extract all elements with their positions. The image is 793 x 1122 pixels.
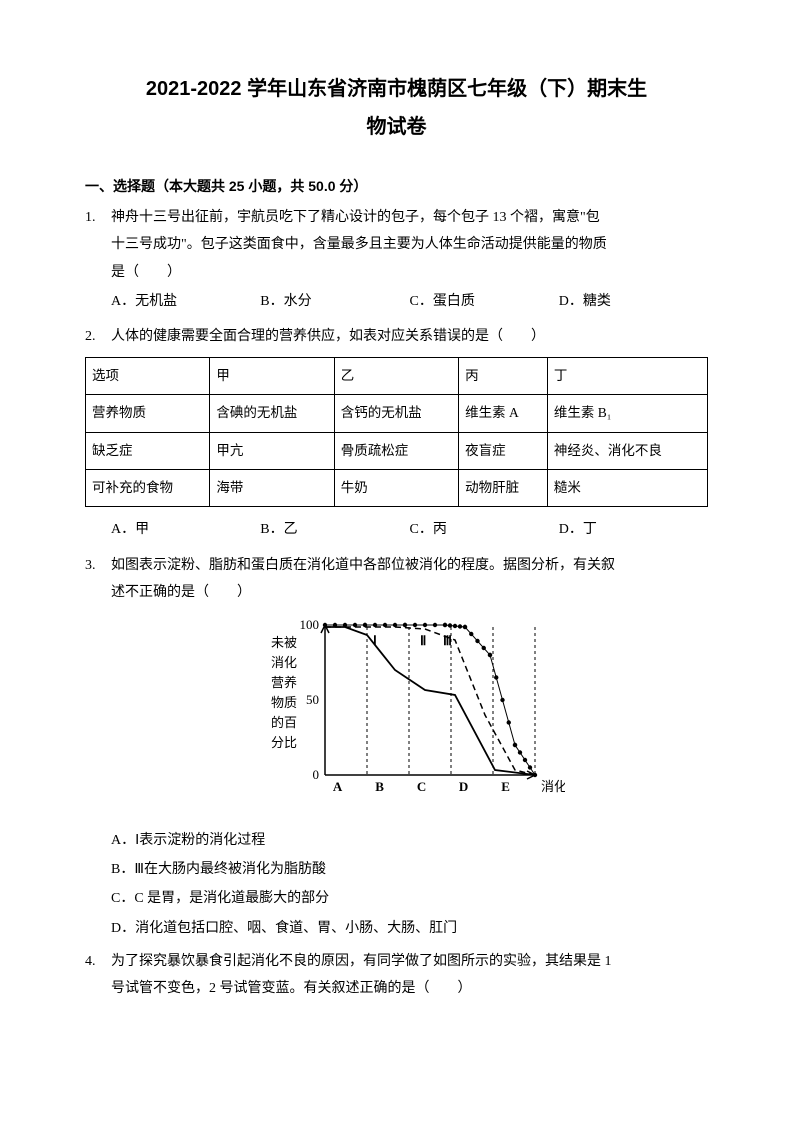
question-3: 3. 如图表示淀粉、脂肪和蛋白质在消化道中各部位被消化的程度。据图分析，有关叙 … [85,553,708,945]
cell: 乙 [334,358,458,395]
cell: 甲亢 [210,432,334,469]
section-heading: 一、选择题（本大题共 25 小题，共 50.0 分） [85,174,708,199]
svg-text:分比: 分比 [271,735,297,750]
q2-optA: A．甲 [111,517,260,542]
title-line1: 2021-2022 学年山东省济南市槐荫区七年级（下）期末生 [146,78,647,100]
table-row: 营养物质 含碘的无机盐 含钙的无机盐 维生素 A 维生素 B₁ [86,395,708,432]
cell: 维生素 A [459,395,548,432]
question-2: 2. 人体的健康需要全面合理的营养供应，如表对应关系错误的是（ ） [85,324,708,351]
question-4: 4. 为了探究暴饮暴食引起消化不良的原因，有同学做了如图所示的实验，其结果是 1… [85,949,708,1003]
cell: 牛奶 [334,470,458,507]
q2-optB: B．乙 [260,517,409,542]
q3-body: 如图表示淀粉、脂肪和蛋白质在消化道中各部位被消化的程度。据图分析，有关叙 述不正… [111,553,708,945]
svg-text:B: B [375,779,384,794]
cell: 骨质疏松症 [334,432,458,469]
cell: 含钙的无机盐 [334,395,458,432]
q2-options: A．甲 B．乙 C．丙 D．丁 [111,517,708,542]
cell: 丙 [459,358,548,395]
svg-text:Ⅲ: Ⅲ [443,633,452,648]
cell: 甲 [210,358,334,395]
q3-line2: 述不正确的是（ ） [111,580,708,605]
cell: 可补充的食物 [86,470,210,507]
q1-line2: 十三号成功"。包子这类面食中，含量最多且主要为人体生命活动提供能量的物质 [111,232,708,257]
table-row: 可补充的食物 海带 牛奶 动物肝脏 糙米 [86,470,708,507]
table-row: 选项 甲 乙 丙 丁 [86,358,708,395]
q3-number: 3. [85,553,111,945]
cell: 缺乏症 [86,432,210,469]
q2-body: 人体的健康需要全面合理的营养供应，如表对应关系错误的是（ ） [111,324,708,351]
cell: 含碘的无机盐 [210,395,334,432]
q1-optC: C．蛋白质 [410,289,559,314]
title-line2: 物试卷 [367,116,427,138]
q2-options-row: A．甲 B．乙 C．丙 D．丁 [85,513,708,548]
q2-table: 选项 甲 乙 丙 丁 营养物质 含碘的无机盐 含钙的无机盐 维生素 A 维生素 … [85,357,708,507]
svg-text:0: 0 [312,767,319,782]
q2-optD: D．丁 [559,517,708,542]
page-title: 2021-2022 学年山东省济南市槐荫区七年级（下）期末生 物试卷 [85,70,708,146]
cell: 夜盲症 [459,432,548,469]
svg-text:物质: 物质 [271,695,297,710]
cell: 海带 [210,470,334,507]
cell: 动物肝脏 [459,470,548,507]
svg-text:E: E [501,779,510,794]
cell: 糙米 [547,470,707,507]
cell: 维生素 B₁ [547,395,707,432]
q4-line2: 号试管不变色，2 号试管变蓝。有关叙述正确的是（ ） [111,976,708,1001]
q1-optA: A．无机盐 [111,289,260,314]
svg-text:营养: 营养 [271,675,297,690]
svg-text:Ⅱ: Ⅱ [420,633,426,648]
q3-optA: A．Ⅰ表示淀粉的消化过程 [111,828,708,853]
svg-text:C: C [416,779,425,794]
q3-line1: 如图表示淀粉、脂肪和蛋白质在消化道中各部位被消化的程度。据图分析，有关叙 [111,553,708,578]
q3-optD: D．消化道包括口腔、咽、食道、胃、小肠、大肠、肛门 [111,916,708,941]
svg-text:的百: 的百 [271,715,297,730]
cell: 营养物质 [86,395,210,432]
q1-line1: 神舟十三号出征前，宇航员吃下了精心设计的包子，每个包子 13 个褶，寓意"包 [111,205,708,230]
question-1: 1. 神舟十三号出征前，宇航员吃下了精心设计的包子，每个包子 13 个褶，寓意"… [85,205,708,320]
svg-text:消化道: 消化道 [541,779,565,794]
table-row: 缺乏症 甲亢 骨质疏松症 夜盲症 神经炎、消化不良 [86,432,708,469]
svg-text:50: 50 [306,692,319,707]
q3-chart: 0 50 100 A B C D E 消化道 未被消化营养物质的百分比 Ⅰ Ⅱ Ⅲ [111,615,708,814]
cell: 丁 [547,358,707,395]
digestion-chart-svg: 0 50 100 A B C D E 消化道 未被消化营养物质的百分比 Ⅰ Ⅱ Ⅲ [255,615,565,805]
q1-options: A．无机盐 B．水分 C．蛋白质 D．糖类 [111,289,708,314]
cell: 神经炎、消化不良 [547,432,707,469]
q1-optD: D．糖类 [559,289,708,314]
q3-options: A．Ⅰ表示淀粉的消化过程 B．Ⅲ在大肠内最终被消化为脂肪酸 C．C 是胃，是消化… [111,828,708,941]
q1-number: 1. [85,205,111,320]
q1-optB: B．水分 [260,289,409,314]
svg-text:A: A [332,779,342,794]
q1-line3: 是（ ） [111,260,708,285]
svg-text:Ⅰ: Ⅰ [373,633,377,648]
q3-optB: B．Ⅲ在大肠内最终被消化为脂肪酸 [111,857,708,882]
q4-number: 4. [85,949,111,1003]
q2-stem: 人体的健康需要全面合理的营养供应，如表对应关系错误的是（ ） [111,324,708,349]
q2-number: 2. [85,324,111,351]
svg-text:D: D [458,779,467,794]
svg-text:未被: 未被 [271,635,297,650]
cell: 选项 [86,358,210,395]
svg-text:消化: 消化 [271,655,297,670]
q4-body: 为了探究暴饮暴食引起消化不良的原因，有同学做了如图所示的实验，其结果是 1 号试… [111,949,708,1003]
q1-body: 神舟十三号出征前，宇航员吃下了精心设计的包子，每个包子 13 个褶，寓意"包 十… [111,205,708,320]
svg-text:100: 100 [299,617,319,632]
q4-line1: 为了探究暴饮暴食引起消化不良的原因，有同学做了如图所示的实验，其结果是 1 [111,949,708,974]
q2-optC: C．丙 [410,517,559,542]
q3-optC: C．C 是胃，是消化道最膨大的部分 [111,886,708,911]
